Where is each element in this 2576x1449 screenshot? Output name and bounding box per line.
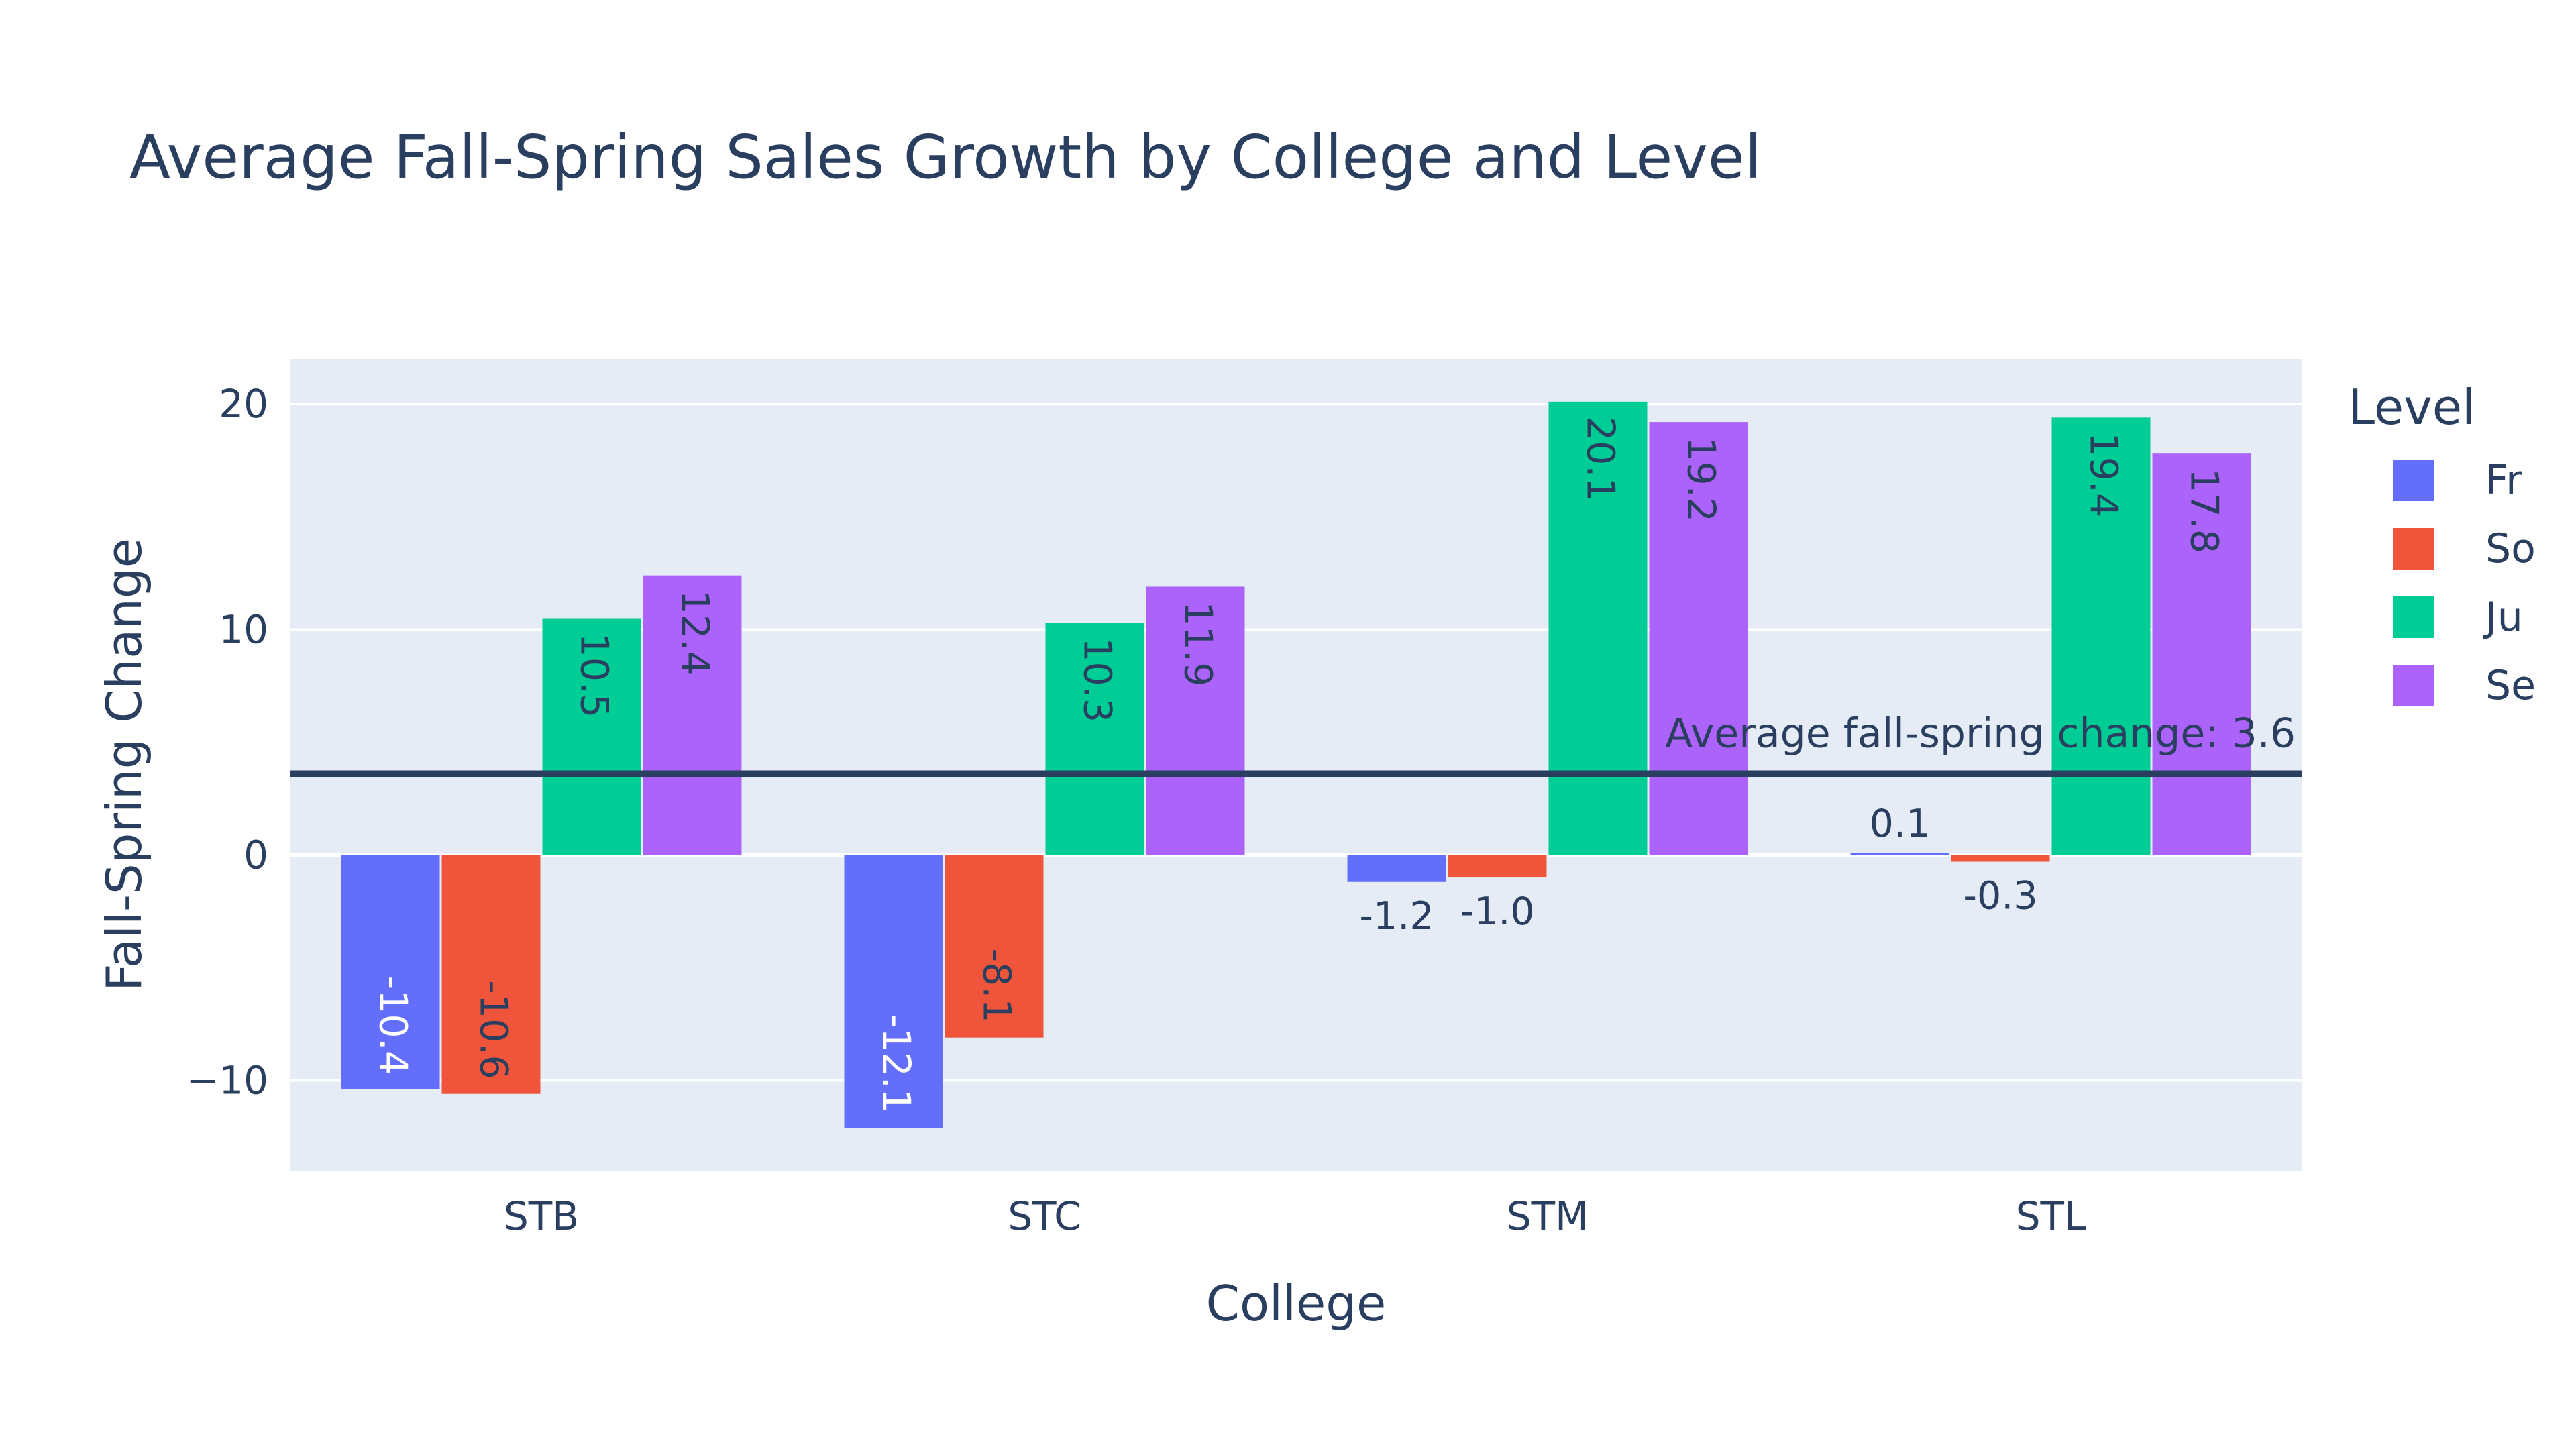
bar [643, 575, 742, 855]
x-tick-label: STM [1507, 1193, 1589, 1239]
legend-swatch [2393, 665, 2434, 706]
y-tick-label: −10 [186, 1058, 268, 1104]
bar [1448, 855, 1547, 878]
legend-title: Level [2348, 379, 2475, 435]
bar [341, 855, 440, 1089]
reference-line-group: Average fall-spring change: 3.6 [290, 710, 2302, 777]
bar [1146, 586, 1245, 855]
x-axis-title: College [1206, 1275, 1387, 1332]
legend-item-label: Ju [2483, 594, 2523, 641]
y-tick-label: 20 [219, 381, 268, 427]
bar-data-label: -1.0 [1460, 890, 1534, 934]
bar [441, 855, 541, 1094]
legend-item-label: Fr [2485, 457, 2522, 504]
legend-swatch [2393, 460, 2434, 501]
y-axis-ticks: −10 0 10 20 [186, 381, 268, 1103]
bar-data-label: -1.2 [1359, 894, 1434, 938]
bar-data-label: -8.1 [974, 948, 1018, 1022]
y-tick-label: 10 [219, 606, 268, 652]
bar [945, 855, 1044, 1038]
bar-data-label: 11.9 [1175, 601, 1220, 686]
bar [1045, 623, 1144, 855]
bar [2051, 417, 2151, 855]
x-axis-ticks: STB STC STM STL [504, 1193, 2086, 1239]
x-tick-label: STC [1008, 1193, 1081, 1239]
x-tick-label: STB [504, 1193, 579, 1239]
bar-data-label: -12.1 [873, 1014, 918, 1113]
legend-swatch [2393, 528, 2434, 570]
bar-data-label: 10.3 [1075, 637, 1119, 722]
legend-item-label: Se [2485, 662, 2536, 709]
bar-data-label: 19.2 [1678, 437, 1723, 522]
bar-data-label: -10.4 [370, 976, 415, 1075]
y-tick-label: 0 [244, 832, 268, 877]
legend-swatch [2393, 596, 2434, 638]
bar-data-label: 0.1 [1870, 802, 1931, 846]
bar-data-label: 12.4 [672, 590, 716, 676]
y-axis-title: Fall-Spring Change [96, 538, 152, 991]
x-tick-label: STL [2016, 1193, 2086, 1239]
bar [1850, 853, 1949, 855]
bar-data-label: -0.3 [1963, 874, 2037, 918]
bar-data-label: 19.4 [2081, 432, 2125, 517]
bar [1548, 401, 1648, 855]
legend: Level Fr So Ju Se [2348, 379, 2536, 709]
bar [2152, 453, 2251, 855]
bar-data-label: -10.6 [471, 980, 515, 1079]
bar [1347, 855, 1446, 882]
bar-data-label: 20.1 [1578, 417, 1622, 502]
bar-data-label: 17.8 [2182, 468, 2226, 553]
reference-line-label: Average fall-spring change: 3.6 [1665, 710, 2296, 757]
bar [844, 855, 943, 1128]
bar [1649, 422, 1748, 855]
bar-data-label: 10.5 [572, 633, 616, 718]
bar [1951, 855, 2050, 862]
legend-item-label: So [2485, 525, 2536, 572]
bar [542, 618, 641, 855]
bars: -10.4 -10.610.512.4-12.1-8.110.3 11.9-1.2-… [341, 401, 2251, 1128]
chart-title: Average Fall-Spring Sales Growth by Coll… [129, 122, 1761, 192]
